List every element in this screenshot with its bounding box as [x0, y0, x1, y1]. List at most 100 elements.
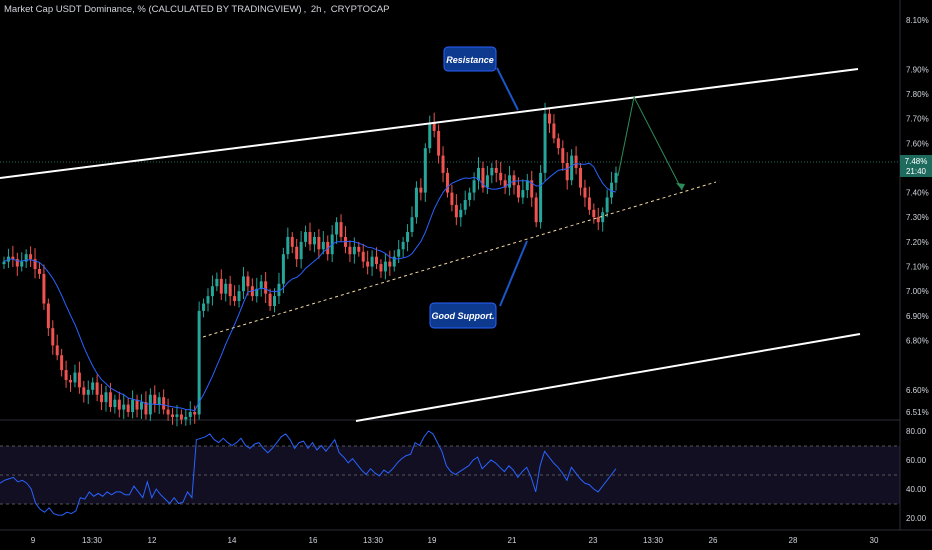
candle-body — [77, 372, 81, 388]
candle-body — [428, 123, 432, 149]
candle-body — [162, 397, 166, 410]
candle-body — [441, 155, 445, 173]
candle-body — [450, 192, 454, 205]
candle-body — [490, 167, 494, 176]
current-price-tag: 7.48% 21:40 — [900, 155, 932, 177]
candle-body — [419, 187, 423, 193]
time-tick-label: 14 — [228, 536, 237, 545]
candle-body — [508, 175, 512, 188]
candle-body — [525, 180, 529, 191]
price-tick-label: 6.90% — [906, 312, 929, 321]
candle-body — [277, 283, 281, 297]
candle-body — [392, 256, 396, 267]
candle-body — [29, 254, 33, 260]
price-tick-label: 7.40% — [906, 189, 929, 198]
candle-body — [210, 286, 214, 297]
candle-body — [339, 222, 343, 237]
time-tick-label: 26 — [709, 536, 718, 545]
candle-body — [202, 303, 206, 311]
candle-body — [264, 281, 268, 294]
time-tick-label: 19 — [428, 536, 437, 545]
candle-body — [539, 172, 543, 223]
candle-body — [468, 192, 472, 200]
candle-body — [281, 254, 285, 284]
candle-body — [224, 283, 228, 294]
price-tick-label: 6.60% — [906, 386, 929, 395]
candle-body — [317, 236, 321, 250]
candle-body — [605, 197, 609, 213]
candle-body — [521, 190, 525, 198]
candle-body — [42, 273, 46, 304]
candle-body — [614, 172, 618, 183]
price-axis: 8.10% 7.90% 7.80% 7.70% 7.60% 7.40% 7.30% 7.20%… — [906, 16, 929, 417]
rsi-tick-label: 60.00 — [906, 456, 927, 465]
candle-body — [383, 261, 387, 272]
time-tick-label: 13:30 — [643, 536, 664, 545]
candle-body — [215, 278, 219, 287]
candle-body — [95, 382, 99, 395]
time-tick-label: 28 — [789, 536, 798, 545]
candle-body — [397, 249, 401, 257]
candle-body — [166, 409, 170, 415]
candle-body — [131, 399, 135, 412]
candle-body — [583, 187, 587, 198]
candle-body — [596, 217, 600, 223]
candle-body — [410, 217, 414, 233]
resistance-callout[interactable]: Resistance — [443, 46, 519, 111]
candle-body — [459, 209, 463, 218]
candle-body — [113, 399, 117, 408]
candle-body — [20, 261, 24, 267]
time-tick-label: 23 — [589, 536, 598, 545]
candle-body — [135, 399, 139, 410]
candle-body — [139, 402, 143, 410]
exchange: CRYPTOCAP — [330, 4, 390, 15]
candle-body — [55, 345, 59, 356]
candle-body — [246, 276, 250, 287]
price-tick-label: 8.10% — [906, 16, 929, 25]
candle-body — [37, 269, 41, 274]
candle-body — [574, 155, 578, 168]
projection-path — [617, 95, 683, 191]
candle-body — [348, 246, 352, 255]
candle-body — [472, 180, 476, 193]
interval: 2h — [310, 4, 322, 15]
candle-body — [437, 130, 441, 156]
support-callout[interactable]: Good Support. — [429, 240, 528, 329]
candle-body — [361, 251, 365, 262]
candle-body — [570, 155, 574, 181]
resistance-label: Resistance — [446, 55, 494, 65]
time-tick-label: 13:30 — [82, 536, 103, 545]
candle-body — [157, 397, 161, 405]
candle-body — [184, 416, 188, 420]
candle-body — [335, 222, 339, 235]
candle-body — [122, 404, 126, 410]
candle-body — [237, 291, 241, 302]
price-tick-label: 7.90% — [906, 65, 929, 74]
price-tick-label: 7.20% — [906, 238, 929, 247]
support-box — [429, 302, 497, 329]
candle-body — [379, 264, 383, 272]
time-tick-label: 9 — [31, 536, 36, 545]
candle-body — [547, 113, 551, 124]
candle-body — [512, 175, 516, 186]
candle-body — [503, 180, 507, 188]
candle-body — [366, 261, 370, 267]
candle-body — [197, 310, 201, 415]
candle-body — [241, 276, 245, 292]
candle-body — [601, 212, 605, 223]
candle-body — [46, 303, 50, 329]
price-tick-label: 7.30% — [906, 213, 929, 222]
candle-body — [108, 392, 112, 408]
candle-body — [295, 246, 299, 260]
support-trendline — [202, 181, 717, 338]
candle-body — [299, 241, 303, 260]
candle-body — [423, 148, 427, 193]
candle-body — [64, 370, 68, 380]
candle-body — [179, 414, 183, 420]
price-tick-label: 6.80% — [906, 337, 929, 346]
candle-body — [565, 162, 569, 181]
time-tick-label: 13:30 — [363, 536, 384, 545]
candle-body — [375, 256, 379, 265]
candle-body — [401, 241, 405, 250]
